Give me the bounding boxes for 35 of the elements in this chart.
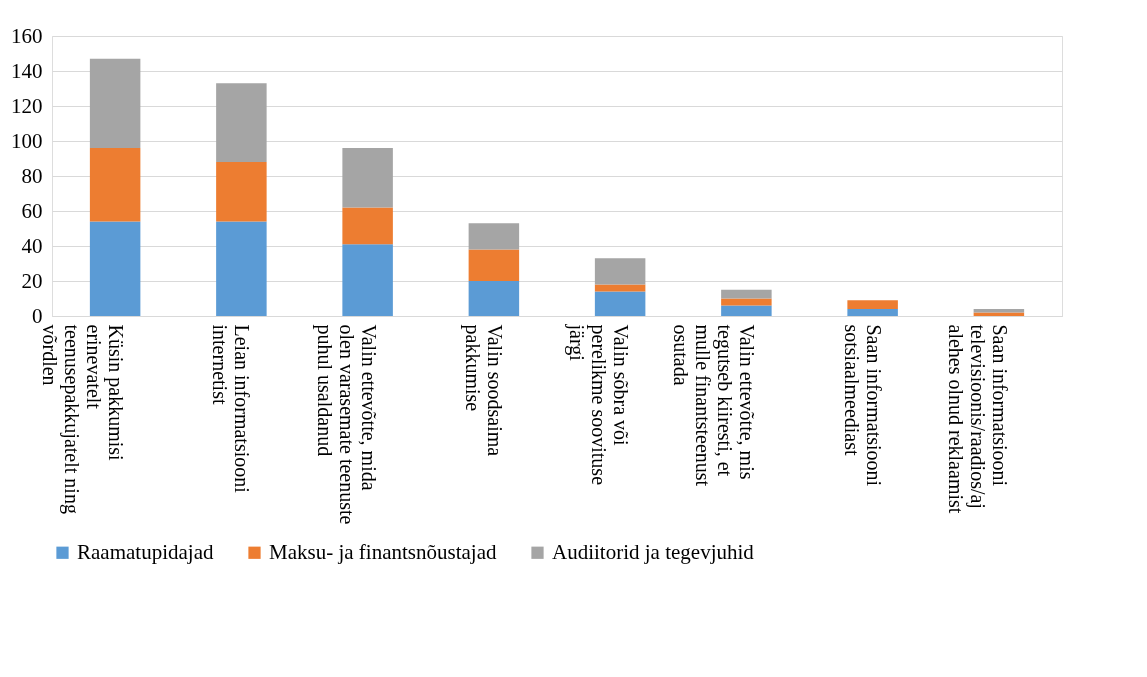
bar: [342, 148, 393, 208]
bar: [721, 298, 772, 306]
bar: [342, 207, 393, 245]
bar: [89, 221, 141, 316]
y-tick-label: 160: [11, 23, 43, 48]
bar: [594, 291, 646, 316]
bar: [721, 305, 772, 316]
y-tick-label: 100: [11, 128, 43, 153]
bar: [847, 309, 898, 316]
bar: [89, 148, 141, 222]
bar: [342, 244, 393, 316]
x-tick-label: Valin ettevõtte, mis tegutseb kiiresti, et mulle finantsteenust osutada: [670, 324, 759, 487]
y-tick-label: 60: [21, 198, 43, 223]
y-tick-label: 40: [21, 233, 43, 258]
bar: [216, 162, 267, 222]
y-tick-label: 20: [21, 268, 43, 293]
bar: [594, 284, 646, 292]
legend-label: Audiitorid ja tegevjuhid: [552, 539, 755, 564]
bar: [468, 281, 520, 316]
bar: [216, 83, 267, 162]
y-tick-label: 120: [11, 93, 43, 118]
bar: [468, 223, 520, 250]
bar: [594, 258, 646, 285]
x-tick-label: Leian informatsiooni internetist: [209, 324, 254, 494]
bar: [847, 300, 898, 309]
bar: [89, 58, 141, 148]
legend-label: Raamatupidajad: [77, 539, 214, 564]
bar: [216, 221, 267, 316]
x-tick-label: Valin sõbra või perelikme soovituse järgi: [565, 323, 633, 486]
bar: [468, 249, 520, 281]
y-tick-label: 80: [21, 163, 43, 188]
bar: [721, 289, 772, 299]
legend-label: Maksu- ja finantsnõustajad: [269, 539, 497, 564]
y-tick-label: 140: [11, 58, 43, 83]
x-tick-label: Valin soodsaima pakkumise: [460, 324, 506, 457]
